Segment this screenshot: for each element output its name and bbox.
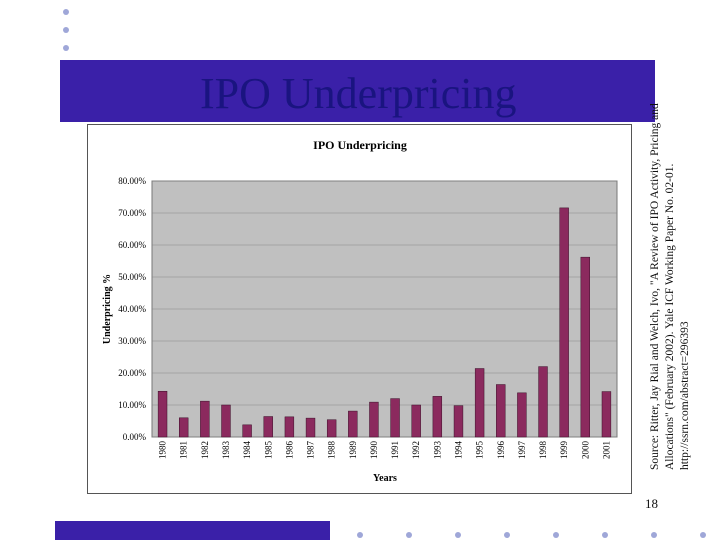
x-tick-label: 1990 (369, 441, 379, 460)
bars (157, 207, 612, 438)
x-tick-label: 1980 (158, 441, 168, 460)
bar-1990 (369, 401, 379, 438)
x-tick-label: 1984 (242, 441, 252, 460)
bar-1985 (263, 416, 273, 438)
chart-title: IPO Underpricing (313, 138, 407, 152)
x-tick-labels: 1980 1981 1982 1983 1984 1985 1986 1987 1988 1989… (158, 441, 612, 460)
y-tick-label: 50.00% (118, 272, 146, 282)
x-tick-label: 1988 (327, 441, 337, 460)
x-tick-label: 1983 (221, 441, 231, 460)
x-tick-label: 1986 (284, 441, 294, 460)
y-tick-label: 70.00% (118, 208, 146, 218)
x-tick-label: 1998 (538, 441, 548, 460)
source-line-2: Allocations" (February 2002). Yale ICF W… (664, 163, 676, 470)
decoration-dot-5 (406, 532, 412, 538)
bar-1987 (305, 417, 316, 438)
y-tick-labels: 0.00% 10.00% 20.00% 30.00% 40.00% 50.00% 60.00… (118, 176, 146, 442)
x-tick-label: 1999 (559, 441, 569, 460)
decoration-dot-1 (63, 9, 69, 15)
x-tick-label: 2000 (580, 441, 590, 460)
bar-1999 (559, 207, 569, 438)
decoration-dot-10 (651, 532, 657, 538)
x-tick-label: 1996 (496, 441, 506, 460)
y-tick-label: 60.00% (118, 240, 146, 250)
y-tick-label: 30.00% (118, 336, 146, 346)
decoration-dot-6 (455, 532, 461, 538)
slide-title: IPO Underpricing (200, 69, 517, 118)
x-tick-label: 1987 (306, 441, 316, 460)
bar-1983 (221, 404, 231, 438)
y-tick-label: 0.00% (123, 432, 147, 442)
y-axis-label: Underpricing % (102, 274, 113, 344)
decoration-dot-7 (504, 532, 510, 538)
bar-1993 (432, 396, 443, 438)
bar-1980 (157, 390, 168, 438)
x-tick-label: 2001 (601, 441, 611, 459)
x-axis-label: Years (373, 473, 397, 484)
decoration-dot-3 (63, 45, 69, 51)
source-line-1: Source: Ritter, Jay Rial and Welch, Ivo,… (649, 103, 661, 470)
decoration-dot-2 (63, 27, 69, 33)
bar-1988 (326, 419, 337, 438)
bar-1986 (284, 416, 295, 438)
bar-2000 (580, 256, 590, 438)
x-tick-label: 1982 (200, 441, 210, 459)
x-tick-label: 1995 (475, 441, 485, 460)
decoration-dot-9 (602, 532, 608, 538)
bar-1996 (496, 384, 506, 438)
source-citation: Source: Ritter, Jay Rial and Welch, Ivo,… (648, 50, 693, 470)
bar-2001 (601, 391, 612, 438)
x-tick-label: 1992 (411, 441, 421, 459)
page-number: 18 (645, 496, 658, 511)
bar-chart: IPO Underpricing 0.00% 10.00% 20.00% 30.00%… (102, 138, 618, 484)
x-tick-label: 1981 (179, 441, 189, 459)
bar-1981 (179, 417, 189, 438)
bar-1997 (517, 392, 527, 438)
bar-1982 (200, 400, 210, 438)
decoration-dot-4 (357, 532, 363, 538)
title-band (60, 60, 655, 122)
y-tick-label: 40.00% (118, 304, 146, 314)
x-tick-label: 1991 (390, 441, 400, 459)
y-tick-label: 10.00% (118, 400, 146, 410)
decoration-dot-8 (553, 532, 559, 538)
x-tick-label: 1989 (348, 441, 358, 460)
x-tick-label: 1985 (263, 441, 273, 460)
y-tick-label: 20.00% (118, 368, 146, 378)
bottom-band (55, 521, 330, 540)
chart-frame: IPO Underpricing 0.00% 10.00% 20.00% 30.00%… (87, 124, 632, 494)
source-line-3: http://ssrn.com/abstract=296393 (679, 321, 691, 470)
y-tick-label: 80.00% (118, 176, 146, 186)
x-tick-label: 1994 (453, 441, 463, 460)
bar-1989 (348, 410, 358, 438)
bar-1995 (474, 368, 485, 438)
bar-1991 (390, 398, 400, 438)
bar-1984 (242, 424, 252, 438)
x-tick-label: 1997 (517, 441, 527, 460)
bar-1994 (453, 405, 464, 438)
x-tick-label: 1993 (432, 441, 442, 460)
decoration-dot-11 (700, 532, 706, 538)
bar-1992 (411, 404, 421, 438)
bar-1998 (538, 366, 548, 438)
